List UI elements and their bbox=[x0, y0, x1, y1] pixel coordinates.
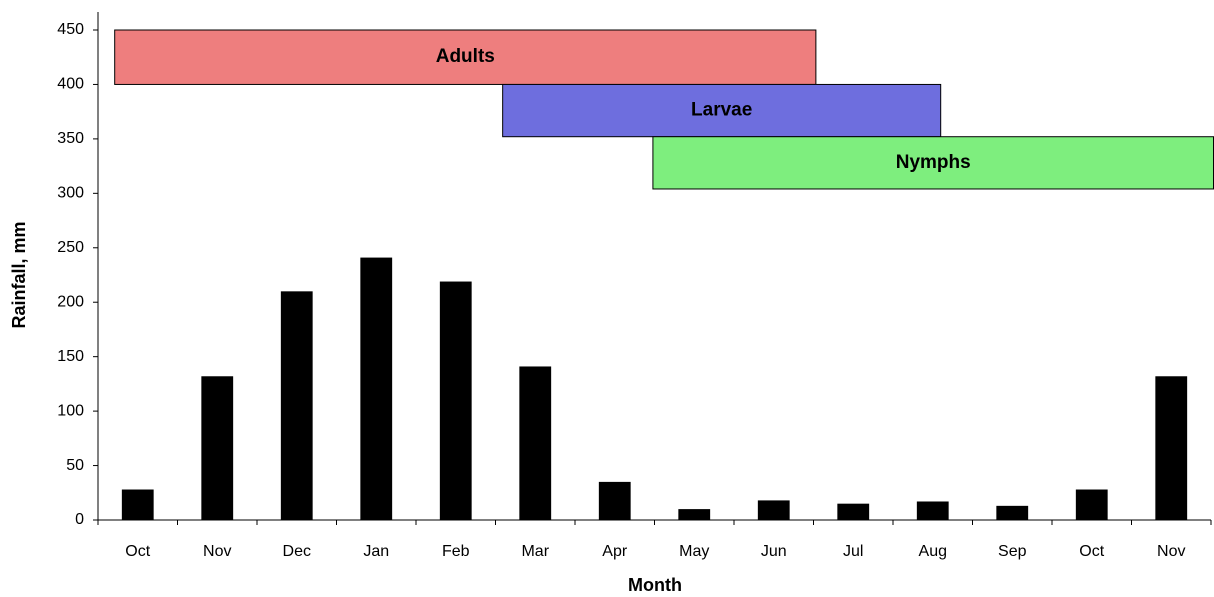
y-tick-label: 100 bbox=[57, 402, 84, 419]
x-tick-label: Nov bbox=[203, 543, 231, 560]
x-tick-label: Oct bbox=[125, 543, 150, 560]
bar bbox=[916, 501, 949, 520]
x-tick-label: Oct bbox=[1079, 543, 1104, 560]
bar bbox=[598, 481, 631, 520]
stage-label: Larvae bbox=[691, 100, 752, 121]
x-tick-label: Apr bbox=[602, 543, 628, 560]
x-tick-label: Jul bbox=[843, 543, 863, 560]
bar bbox=[280, 291, 313, 520]
y-tick-label: 0 bbox=[75, 511, 84, 528]
x-tick-label: Jun bbox=[761, 543, 787, 560]
x-tick-label: Feb bbox=[442, 543, 470, 560]
bar bbox=[519, 366, 552, 520]
stage-label: Nymphs bbox=[896, 152, 971, 173]
stage-range bbox=[652, 136, 1214, 190]
x-tick-label: Mar bbox=[521, 543, 549, 560]
bar bbox=[996, 505, 1029, 520]
y-axis-title: Rainfall, mm bbox=[9, 221, 29, 328]
y-tick-label: 300 bbox=[57, 185, 84, 202]
stage-range bbox=[502, 83, 942, 138]
bar bbox=[837, 503, 870, 520]
bar bbox=[201, 376, 234, 520]
y-tick-label: 250 bbox=[57, 239, 84, 256]
bar bbox=[757, 500, 790, 520]
stage-range bbox=[114, 29, 817, 85]
bar bbox=[1075, 489, 1108, 520]
bar bbox=[439, 281, 472, 520]
bar bbox=[678, 509, 711, 520]
x-tick-label: Jan bbox=[363, 543, 389, 560]
x-tick-label: Sep bbox=[998, 543, 1027, 560]
x-tick-label: Dec bbox=[283, 543, 311, 560]
y-tick-label: 350 bbox=[57, 130, 84, 147]
x-tick-label: May bbox=[679, 543, 709, 560]
y-tick-label: 200 bbox=[57, 293, 84, 310]
y-tick-label: 150 bbox=[57, 348, 84, 365]
y-tick-label: 50 bbox=[66, 457, 84, 474]
stage-label: Adults bbox=[436, 46, 495, 67]
bar bbox=[360, 257, 393, 520]
y-tick-label: 450 bbox=[57, 21, 84, 38]
bar bbox=[1155, 376, 1188, 520]
bar bbox=[121, 489, 154, 520]
y-tick-label: 400 bbox=[57, 76, 84, 93]
x-axis-title: Month bbox=[628, 575, 682, 595]
x-tick-label: Aug bbox=[919, 543, 947, 560]
x-tick-label: Nov bbox=[1157, 543, 1185, 560]
